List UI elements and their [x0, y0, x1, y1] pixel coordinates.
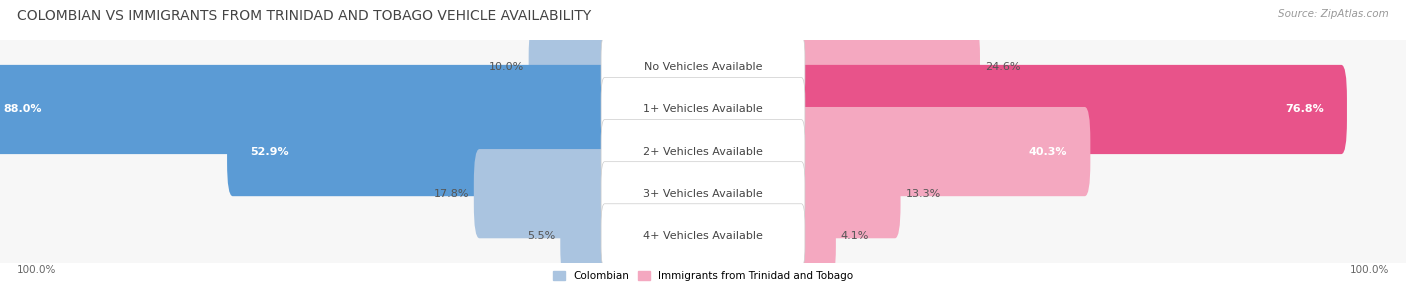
- Text: 52.9%: 52.9%: [250, 147, 288, 156]
- Text: 100.0%: 100.0%: [1350, 265, 1389, 275]
- FancyBboxPatch shape: [796, 107, 1091, 196]
- FancyBboxPatch shape: [602, 35, 804, 100]
- Text: 2+ Vehicles Available: 2+ Vehicles Available: [643, 147, 763, 156]
- FancyBboxPatch shape: [0, 156, 1406, 231]
- FancyBboxPatch shape: [0, 72, 1406, 147]
- FancyBboxPatch shape: [602, 204, 804, 268]
- FancyBboxPatch shape: [0, 154, 1406, 233]
- FancyBboxPatch shape: [474, 149, 610, 238]
- FancyBboxPatch shape: [0, 112, 1406, 191]
- FancyBboxPatch shape: [529, 23, 610, 112]
- Text: 4+ Vehicles Available: 4+ Vehicles Available: [643, 231, 763, 241]
- FancyBboxPatch shape: [0, 30, 1406, 105]
- Text: 4.1%: 4.1%: [841, 231, 869, 241]
- Text: 3+ Vehicles Available: 3+ Vehicles Available: [643, 189, 763, 199]
- Text: 24.6%: 24.6%: [984, 62, 1021, 72]
- FancyBboxPatch shape: [796, 191, 835, 280]
- Text: 40.3%: 40.3%: [1029, 147, 1067, 156]
- Text: No Vehicles Available: No Vehicles Available: [644, 62, 762, 72]
- Legend: Colombian, Immigrants from Trinidad and Tobago: Colombian, Immigrants from Trinidad and …: [553, 271, 853, 281]
- FancyBboxPatch shape: [796, 149, 901, 238]
- FancyBboxPatch shape: [602, 120, 804, 184]
- Text: 17.8%: 17.8%: [433, 189, 470, 199]
- FancyBboxPatch shape: [0, 28, 1406, 107]
- FancyBboxPatch shape: [0, 70, 1406, 149]
- FancyBboxPatch shape: [560, 191, 610, 280]
- FancyBboxPatch shape: [796, 23, 980, 112]
- Text: 10.0%: 10.0%: [488, 62, 524, 72]
- FancyBboxPatch shape: [0, 114, 1406, 189]
- FancyBboxPatch shape: [0, 196, 1406, 275]
- FancyBboxPatch shape: [0, 198, 1406, 273]
- FancyBboxPatch shape: [796, 65, 1347, 154]
- Text: 13.3%: 13.3%: [905, 189, 941, 199]
- Text: COLOMBIAN VS IMMIGRANTS FROM TRINIDAD AND TOBAGO VEHICLE AVAILABILITY: COLOMBIAN VS IMMIGRANTS FROM TRINIDAD AN…: [17, 9, 591, 23]
- Text: 100.0%: 100.0%: [17, 265, 56, 275]
- Text: 1+ Vehicles Available: 1+ Vehicles Available: [643, 104, 763, 114]
- Text: 88.0%: 88.0%: [3, 104, 42, 114]
- Text: 76.8%: 76.8%: [1285, 104, 1324, 114]
- FancyBboxPatch shape: [0, 65, 610, 154]
- FancyBboxPatch shape: [226, 107, 610, 196]
- Text: Source: ZipAtlas.com: Source: ZipAtlas.com: [1278, 9, 1389, 19]
- Text: 5.5%: 5.5%: [527, 231, 555, 241]
- FancyBboxPatch shape: [602, 162, 804, 226]
- FancyBboxPatch shape: [602, 78, 804, 142]
